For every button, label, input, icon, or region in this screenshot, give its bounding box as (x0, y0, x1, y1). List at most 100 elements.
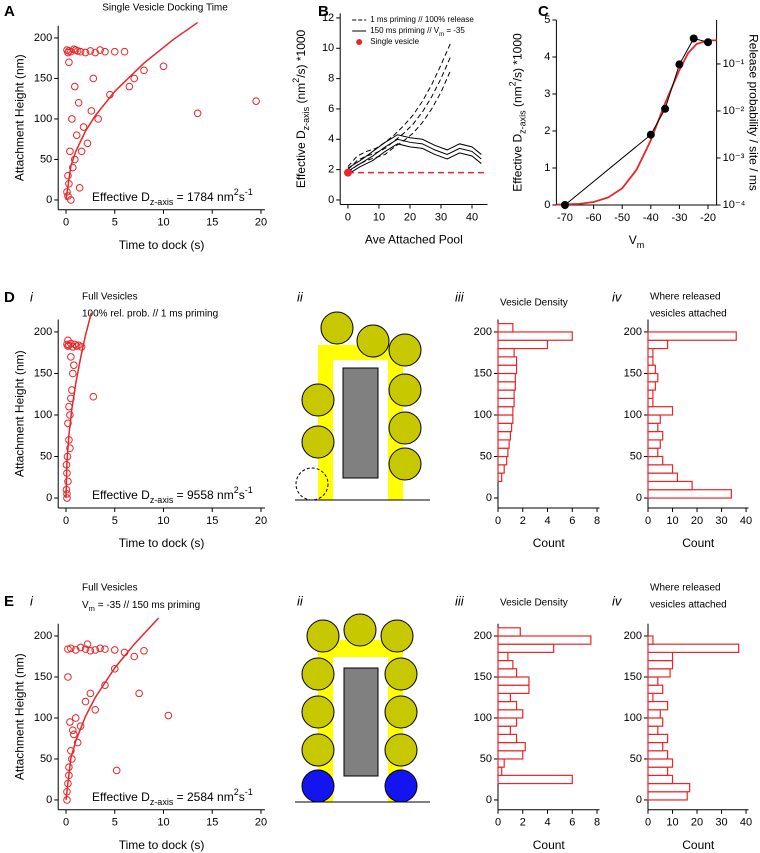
data-point (689, 34, 698, 43)
x-tick-label: 10 (157, 217, 169, 229)
x-axis-label: Time to dock (s) (119, 838, 205, 852)
text-part: -1 (245, 485, 253, 495)
panel-sublabel: i (30, 289, 34, 304)
chart-title: vesicles attached (650, 600, 727, 611)
bar (497, 659, 514, 670)
y2-tick-label: 10⁻⁴ (723, 199, 746, 211)
panel-sublabel: iv (612, 289, 623, 304)
y-tick-label: 0 (46, 794, 52, 806)
y-tick-label: 100 (624, 712, 642, 724)
data-point (164, 711, 173, 720)
x-tick-label: 10 (666, 515, 678, 527)
bar (647, 782, 691, 793)
data-point (91, 48, 100, 57)
bar (497, 364, 518, 375)
y-tick-label: 3 (544, 88, 550, 100)
bar (497, 717, 518, 727)
bar (647, 766, 669, 776)
data-point (69, 163, 77, 172)
text-part: Effective D (92, 190, 150, 204)
panel-sublabel: ii (297, 593, 304, 608)
legend-label: Single vesicle (370, 37, 419, 46)
bar (497, 397, 515, 408)
y-tick-label: 5 (544, 14, 550, 26)
y-tick-label: 2 (328, 164, 334, 176)
chart-title: Vesicle Density (500, 598, 568, 609)
bar (647, 447, 659, 458)
y-tick-label: 4 (328, 133, 334, 145)
bar (497, 758, 505, 768)
x-tick-label: 20 (404, 211, 416, 223)
data-point (73, 738, 82, 747)
bar (497, 766, 503, 776)
data-point (66, 147, 74, 156)
annotation: Effective Dz-axis = 9558 nm2s-1 (92, 485, 253, 505)
data-point (64, 477, 72, 486)
x-tick-label: 5 (112, 515, 118, 527)
data-point (72, 131, 81, 139)
bar (647, 464, 674, 474)
y-tick-label: 50 (630, 450, 642, 462)
bar (647, 659, 674, 670)
legend-label: 150 ms priming // Vm = -35 (370, 26, 465, 37)
x-axis-label: Count (682, 838, 715, 852)
data-point (130, 652, 139, 661)
x-tick-label: 2 (520, 515, 526, 527)
bar (647, 439, 661, 449)
vesicle (301, 383, 335, 417)
x-tick-label: -40 (643, 212, 659, 224)
bar (497, 439, 510, 449)
y-tick-label: 50 (40, 450, 52, 462)
data-point (76, 47, 85, 56)
docked-vesicle (301, 769, 335, 803)
x-tick-label: 10 (373, 211, 385, 223)
data-point (86, 689, 95, 698)
series-line (347, 143, 482, 175)
legend-swatch (356, 39, 363, 45)
bar (647, 455, 664, 466)
data-point (81, 697, 90, 706)
y-tick-label: 0 (328, 194, 334, 206)
bar (647, 480, 693, 491)
vesicles (301, 311, 422, 481)
bar (647, 347, 654, 358)
data-point (86, 646, 95, 655)
data-point (96, 46, 104, 54)
legend-label: 1 ms priming // 100% release (370, 15, 474, 24)
y-tick-label: 100 (34, 712, 52, 724)
bar (497, 741, 526, 752)
text-part: 2 (234, 187, 239, 197)
vesicle (301, 425, 335, 459)
data-point (101, 47, 109, 56)
chart-title: Full Vesicles (82, 583, 138, 594)
y2-tick-label: 10⁻² (723, 105, 745, 117)
bar (497, 651, 509, 662)
text-part: = 9558 nm (173, 488, 233, 502)
text-part: z-axis (150, 495, 174, 505)
bar (647, 725, 659, 735)
y-tick-label: 0 (636, 492, 642, 504)
x-tick-label: 20 (255, 515, 267, 527)
bar (647, 331, 737, 341)
data-point (81, 48, 90, 57)
x-tick-label: 0 (495, 515, 501, 527)
diagram-partial-release: ii (295, 593, 430, 803)
annotation: Effective Dz-axis = 1784 nm2s-1 (92, 187, 253, 207)
chart-title: Where released (650, 583, 721, 594)
data-point (64, 673, 72, 681)
panel-sublabel: iii (455, 593, 465, 608)
data-point (67, 196, 75, 204)
bar (647, 717, 664, 727)
fit-line (65, 617, 160, 801)
bar (497, 692, 511, 703)
text-part: 2 (292, 78, 302, 83)
data-point (130, 74, 139, 83)
y-tick-label: 200 (474, 630, 492, 642)
y-tick-label: 200 (474, 326, 492, 338)
bar (497, 447, 509, 458)
x-tick-label: 0 (63, 217, 69, 229)
x-tick-label: 0 (495, 817, 501, 829)
fit-line (556, 39, 717, 206)
fit-line (65, 21, 199, 201)
